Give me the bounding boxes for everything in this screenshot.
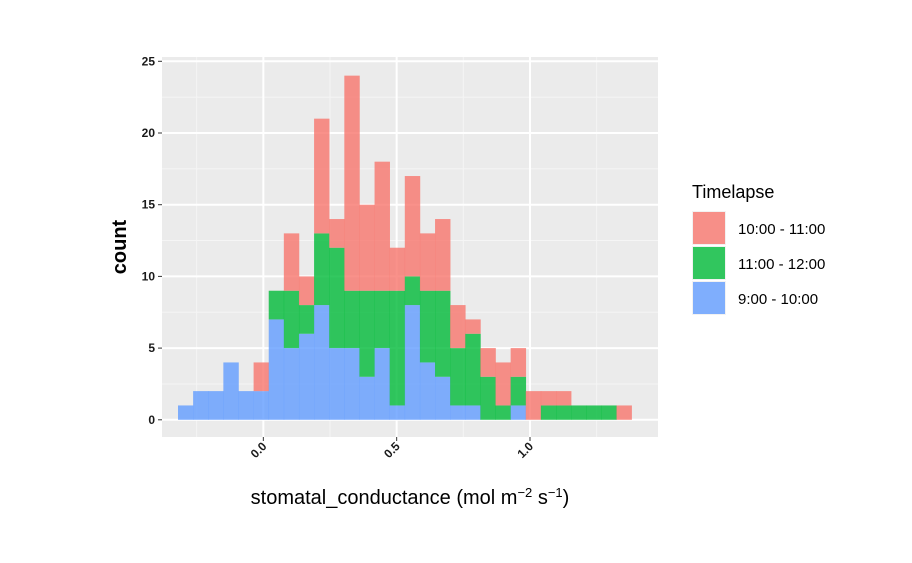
histogram-bar <box>616 405 632 420</box>
histogram-bar <box>283 290 300 349</box>
histogram-bar <box>540 391 557 406</box>
histogram-bar <box>435 219 451 291</box>
histogram-bar <box>450 305 466 349</box>
y-tick-label: 25 <box>142 54 156 68</box>
histogram-bar <box>329 247 345 349</box>
histogram-bar <box>253 391 270 420</box>
histogram-bar <box>314 305 330 420</box>
histogram-bar <box>374 290 390 349</box>
x-axis-title-mid: s <box>532 487 548 509</box>
y-tick-label: 5 <box>148 341 155 355</box>
histogram-bar <box>495 362 511 406</box>
legend-label: 11:00 - 12:00 <box>738 256 825 273</box>
histogram-bar <box>329 348 345 420</box>
histogram-bar <box>374 161 390 291</box>
x-tick-label: 1.0 <box>514 439 536 461</box>
legend-swatch <box>693 212 725 244</box>
histogram-bar <box>435 376 451 420</box>
histogram-bar <box>465 319 481 334</box>
histogram-bar <box>601 405 617 420</box>
y-tick-label: 20 <box>142 126 156 140</box>
histogram-bar <box>480 376 496 420</box>
histogram-bar <box>404 276 421 306</box>
histogram-bar <box>465 333 481 406</box>
histogram-bar <box>435 290 451 377</box>
histogram-bar <box>344 75 360 291</box>
x-axis-title: stomatal_conductance (mol m−2 s−1) <box>251 485 570 510</box>
histogram-bar <box>268 290 285 320</box>
y-tick-label: 0 <box>148 413 155 427</box>
histogram-bar <box>510 348 527 377</box>
histogram-bar <box>465 405 481 420</box>
histogram-bars <box>178 75 632 420</box>
x-tick-label: 0.5 <box>381 439 403 461</box>
y-axis-title: count <box>109 219 131 274</box>
histogram-bar <box>223 362 239 420</box>
y-tick-label: 10 <box>142 269 156 283</box>
histogram-bar <box>419 233 436 291</box>
legend-items: 10:00 - 11:00 11:00 - 12:00 9:00 - 10:00 <box>692 211 825 315</box>
histogram-bar <box>329 219 345 248</box>
histogram-bar <box>193 391 209 420</box>
histogram-bar <box>283 348 300 420</box>
histogram-bar <box>404 305 421 420</box>
legend-title: Timelapse <box>692 182 774 202</box>
histogram-bar <box>359 376 375 420</box>
histogram-bar <box>314 118 330 234</box>
histogram-bar <box>298 333 315 420</box>
histogram-bar <box>419 290 436 363</box>
histogram-bar <box>495 405 511 420</box>
histogram-bar <box>298 305 315 334</box>
histogram-bar <box>450 348 466 406</box>
histogram-bar <box>374 348 390 420</box>
legend-swatch <box>693 282 725 314</box>
y-tick-label: 15 <box>142 198 156 212</box>
histogram-bar <box>298 276 315 306</box>
histogram-bar <box>268 319 285 420</box>
legend: Timelapse 10:00 - 11:00 11:00 - 12:00 9:00… <box>692 182 825 315</box>
histogram-bar <box>525 391 542 420</box>
histogram-bar <box>178 405 194 420</box>
x-axis-title-sup2: −1 <box>548 485 563 500</box>
histogram-bar <box>314 233 330 306</box>
histogram-bar <box>359 204 375 291</box>
x-tick-label: 0.0 <box>248 439 270 461</box>
histogram-bar <box>344 348 360 420</box>
x-axis: 0.0 0.5 1.0 <box>248 437 536 461</box>
histogram-bar <box>359 290 375 377</box>
histogram-bar <box>253 362 270 392</box>
histogram-bar <box>450 405 466 420</box>
legend-label: 9:00 - 10:00 <box>738 291 818 308</box>
histogram-bar <box>556 391 572 406</box>
histogram-bar <box>283 233 300 291</box>
histogram-bar <box>540 405 557 420</box>
histogram-bar <box>238 391 254 420</box>
histogram-bar <box>510 376 527 406</box>
histogram-bar <box>556 405 572 420</box>
legend-label: 10:00 - 11:00 <box>738 221 825 238</box>
histogram-bar <box>344 290 360 349</box>
y-axis: 0 5 10 15 20 25 <box>142 54 162 427</box>
histogram-bar <box>586 405 602 420</box>
histogram-bar <box>571 405 587 420</box>
legend-swatch <box>693 247 725 279</box>
histogram-bar <box>510 405 527 420</box>
histogram-bar <box>404 176 421 277</box>
histogram-bar <box>389 290 406 406</box>
histogram-bar <box>389 247 406 291</box>
histogram-bar <box>480 348 496 377</box>
x-axis-title-end: ) <box>563 487 570 509</box>
histogram-bar <box>389 405 406 420</box>
histogram-bar <box>208 391 224 420</box>
histogram-bar <box>419 362 436 420</box>
x-axis-title-sup1: −2 <box>517 485 532 500</box>
x-axis-title-main: stomatal_conductance (mol m <box>251 487 518 509</box>
